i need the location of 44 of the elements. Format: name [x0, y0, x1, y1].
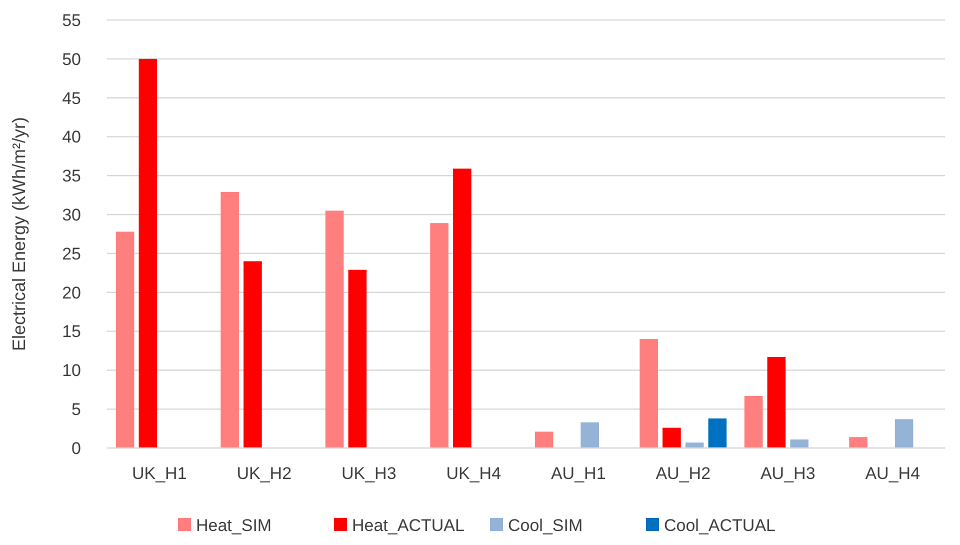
y-tick-label: 50 [62, 50, 81, 69]
bar [790, 439, 808, 448]
bar [244, 261, 262, 448]
bar [534, 432, 554, 448]
bar [685, 442, 704, 448]
bar [708, 418, 727, 448]
y-axis-title: Electrical Energy (kWh/m²/yr) [9, 116, 29, 352]
y-tick-label: 5 [72, 400, 81, 420]
bar [453, 168, 472, 448]
y-tick-label: 0 [72, 438, 81, 458]
bar [640, 339, 658, 448]
y-tick-label: 20 [62, 283, 81, 302]
x-tick-label: UK_H3 [341, 464, 396, 483]
x-tick-label: AU_H4 [865, 464, 920, 483]
bar [849, 437, 868, 448]
x-tick-label: UK_H1 [132, 464, 187, 483]
bar [138, 58, 158, 448]
legend-label: Cool_SIM [508, 516, 583, 535]
y-tick-label: 15 [62, 322, 81, 342]
x-tick-label: AU_H3 [760, 464, 816, 483]
y-tick-label: 45 [62, 88, 81, 108]
bar [767, 356, 786, 448]
y-tick-label: 30 [62, 205, 81, 224]
x-tick-label: UK_H2 [236, 464, 292, 483]
bar [894, 419, 914, 448]
bar [325, 210, 344, 448]
x-tick-label: AU_H2 [656, 464, 711, 483]
legend-label: Heat_SIM [196, 516, 272, 535]
bar [220, 192, 239, 448]
bar [662, 428, 681, 448]
bar [348, 270, 367, 448]
y-tick-label: 40 [62, 128, 81, 147]
bar [430, 223, 448, 448]
bar [580, 422, 599, 448]
y-tick-label: 10 [62, 361, 81, 380]
bar [744, 396, 763, 448]
x-tick-label: AU_H1 [550, 464, 606, 483]
y-tick-label: 35 [62, 166, 81, 186]
x-tick-label: UK_H4 [446, 464, 502, 483]
y-tick-label: 55 [62, 10, 81, 30]
legend-label: Cool_ACTUAL [664, 516, 776, 535]
legend-label: Heat_ACTUAL [352, 516, 464, 535]
bar [116, 232, 134, 448]
y-tick-label: 25 [62, 244, 81, 264]
